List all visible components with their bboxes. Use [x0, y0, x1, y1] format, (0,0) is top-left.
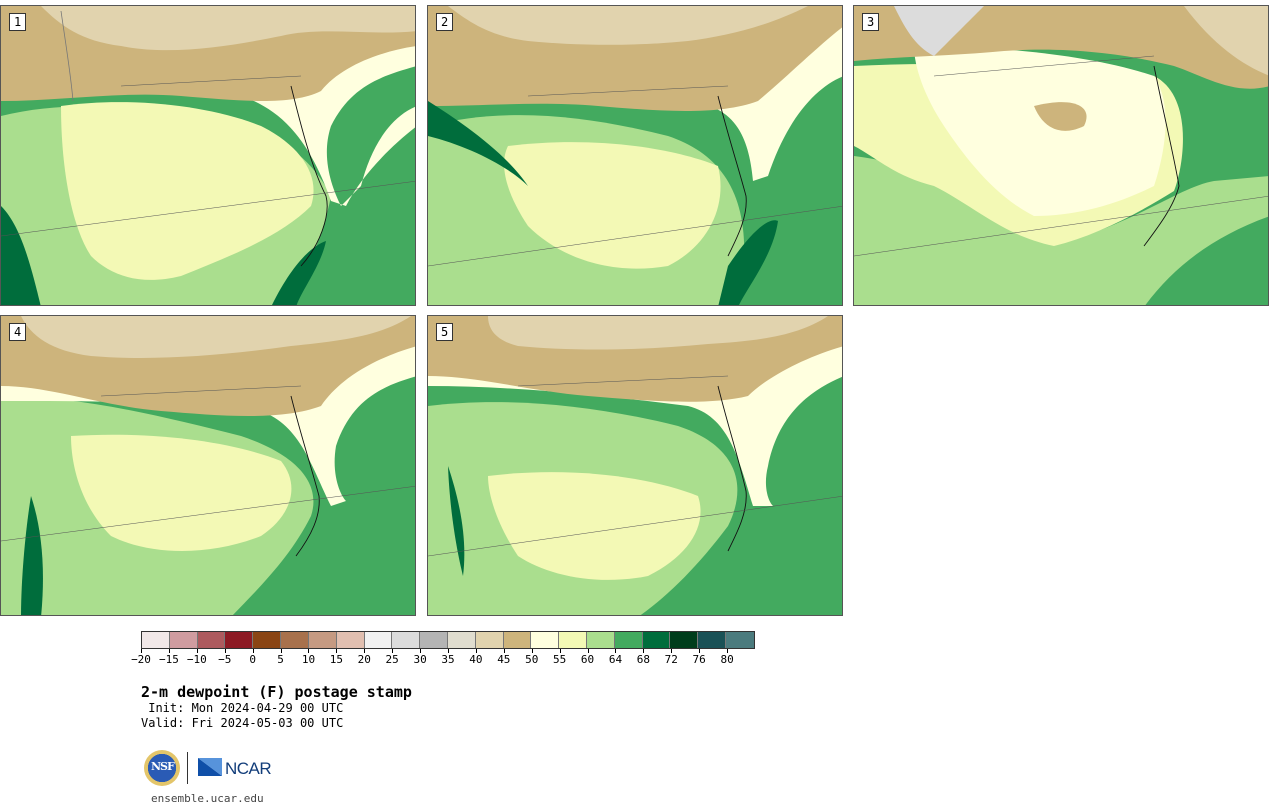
colorbar-tick-label: 30 — [413, 653, 427, 666]
colorbar-tick-mark — [587, 649, 589, 653]
colorbar-tick-mark — [168, 649, 170, 653]
colorbar-tick-label: 80 — [720, 653, 734, 666]
colorbar-swatch — [197, 632, 226, 648]
colorbar-tick-label: −20 — [131, 653, 151, 666]
colorbar-tick-mark — [699, 649, 701, 653]
colorbar-swatch — [726, 632, 754, 648]
dewpoint-map — [428, 316, 842, 615]
colorbar-tick-mark — [531, 649, 533, 653]
nsf-logo: NSF — [144, 750, 180, 786]
colorbar-tick-mark — [141, 649, 142, 653]
colorbar-tick-label: 40 — [469, 653, 483, 666]
colorbar-tick-label: 20 — [357, 653, 371, 666]
colorbar-tick-label: 68 — [636, 653, 650, 666]
colorbar-tick-label: 50 — [525, 653, 539, 666]
logo-divider — [187, 752, 188, 784]
map-panel-3: 3 — [853, 5, 1269, 306]
colorbar-tick-label: 55 — [553, 653, 567, 666]
ncar-logo-text: NCAR — [225, 759, 272, 778]
colorbar-tick-mark — [727, 649, 729, 653]
colorbar — [141, 631, 755, 649]
colorbar-swatch — [642, 632, 671, 648]
colorbar-tick-mark — [364, 649, 366, 653]
colorbar-ticks: −20 −15 −10 −5 0 5 10 15 20 25 30 35 40 45 50 55 60 64 68 7… — [131, 653, 755, 667]
colorbar-swatch — [587, 632, 615, 648]
colorbar-tick-mark — [503, 649, 505, 653]
colorbar-tick-label: −5 — [218, 653, 232, 666]
colorbar-swatch — [447, 632, 476, 648]
map-panel-5: 5 — [427, 315, 843, 616]
colorbar-swatch — [531, 632, 560, 648]
colorbar-swatch — [475, 632, 504, 648]
colorbar-tick-mark — [392, 649, 394, 653]
colorbar-swatch — [169, 632, 198, 648]
colorbar-tick-mark — [224, 649, 226, 653]
colorbar-swatch — [225, 632, 254, 648]
colorbar-tick-mark — [280, 649, 282, 653]
panel-number: 4 — [9, 323, 27, 341]
dewpoint-map — [1, 6, 415, 305]
colorbar-swatch — [670, 632, 699, 648]
init-time: Init: Mon 2024-04-29 00 UTC — [141, 701, 344, 715]
dewpoint-map — [428, 6, 842, 305]
panel-number: 3 — [862, 13, 880, 31]
colorbar-swatch — [364, 632, 393, 648]
colorbar-swatch — [308, 632, 337, 648]
colorbar-tick-label: −15 — [158, 653, 179, 666]
colorbar-swatch — [559, 632, 587, 648]
logos: NSF NCAR — [144, 750, 274, 788]
colorbar-tick-mark — [643, 649, 645, 653]
colorbar-swatch — [420, 632, 448, 648]
colorbar-tick-mark — [615, 649, 617, 653]
dewpoint-map — [854, 6, 1268, 305]
colorbar-tick-label: 10 — [301, 653, 316, 666]
colorbar-tick-mark — [448, 649, 449, 653]
colorbar-tick-label: 5 — [277, 653, 284, 666]
colorbar-tick-label: 76 — [692, 653, 706, 666]
colorbar-tick-mark — [671, 649, 673, 653]
colorbar-tick-mark — [475, 649, 477, 653]
colorbar-tick-label: 0 — [249, 653, 256, 666]
colorbar-swatch — [336, 632, 365, 648]
colorbar-tick-label: 45 — [497, 653, 511, 666]
colorbar-swatch — [142, 632, 170, 648]
colorbar-tick-label: 64 — [608, 653, 623, 666]
panel-number: 2 — [436, 13, 454, 31]
map-panel-4: 4 — [0, 315, 416, 616]
chart-title: 2-m dewpoint (F) postage stamp — [141, 683, 412, 701]
colorbar-tick-mark — [559, 649, 561, 653]
colorbar-swatch — [503, 632, 532, 648]
panel-number: 1 — [9, 13, 27, 31]
colorbar-tick-label: 72 — [664, 653, 678, 666]
colorbar-tick-mark — [420, 649, 422, 653]
colorbar-tick-mark — [336, 649, 338, 653]
colorbar-swatch — [281, 632, 309, 648]
nsf-logo-text: NSF — [151, 760, 175, 773]
colorbar-tick-mark — [196, 649, 198, 653]
valid-time: Valid: Fri 2024-05-03 00 UTC — [141, 716, 344, 730]
site-url: ensemble.ucar.edu — [151, 792, 264, 805]
map-panel-1: 1 — [0, 5, 416, 306]
map-panel-2: 2 — [427, 5, 843, 306]
dewpoint-map — [1, 316, 415, 615]
colorbar-swatch — [392, 632, 421, 648]
colorbar-swatch — [698, 632, 727, 648]
colorbar-swatch — [614, 632, 643, 648]
panel-number: 5 — [436, 323, 454, 341]
colorbar-tick-label: −10 — [186, 653, 207, 666]
colorbar-tick-label: 25 — [385, 653, 399, 666]
colorbar-tick-label: 60 — [580, 653, 595, 666]
colorbar-tick-mark — [252, 649, 254, 653]
colorbar-tick-label: 35 — [441, 653, 455, 666]
colorbar-tick-mark — [308, 649, 310, 653]
colorbar-swatch — [253, 632, 282, 648]
colorbar-tick-label: 15 — [329, 653, 343, 666]
